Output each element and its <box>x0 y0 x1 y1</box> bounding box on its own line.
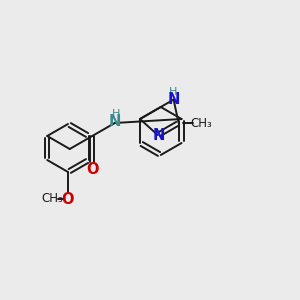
Text: O: O <box>86 161 98 176</box>
Text: O: O <box>62 191 74 206</box>
Text: N: N <box>153 128 165 142</box>
Text: H: H <box>168 87 177 97</box>
Text: N: N <box>167 92 180 107</box>
Text: CH₃: CH₃ <box>41 193 63 206</box>
Text: CH₃: CH₃ <box>191 117 212 130</box>
Text: N: N <box>109 115 121 130</box>
Text: H: H <box>112 109 120 119</box>
